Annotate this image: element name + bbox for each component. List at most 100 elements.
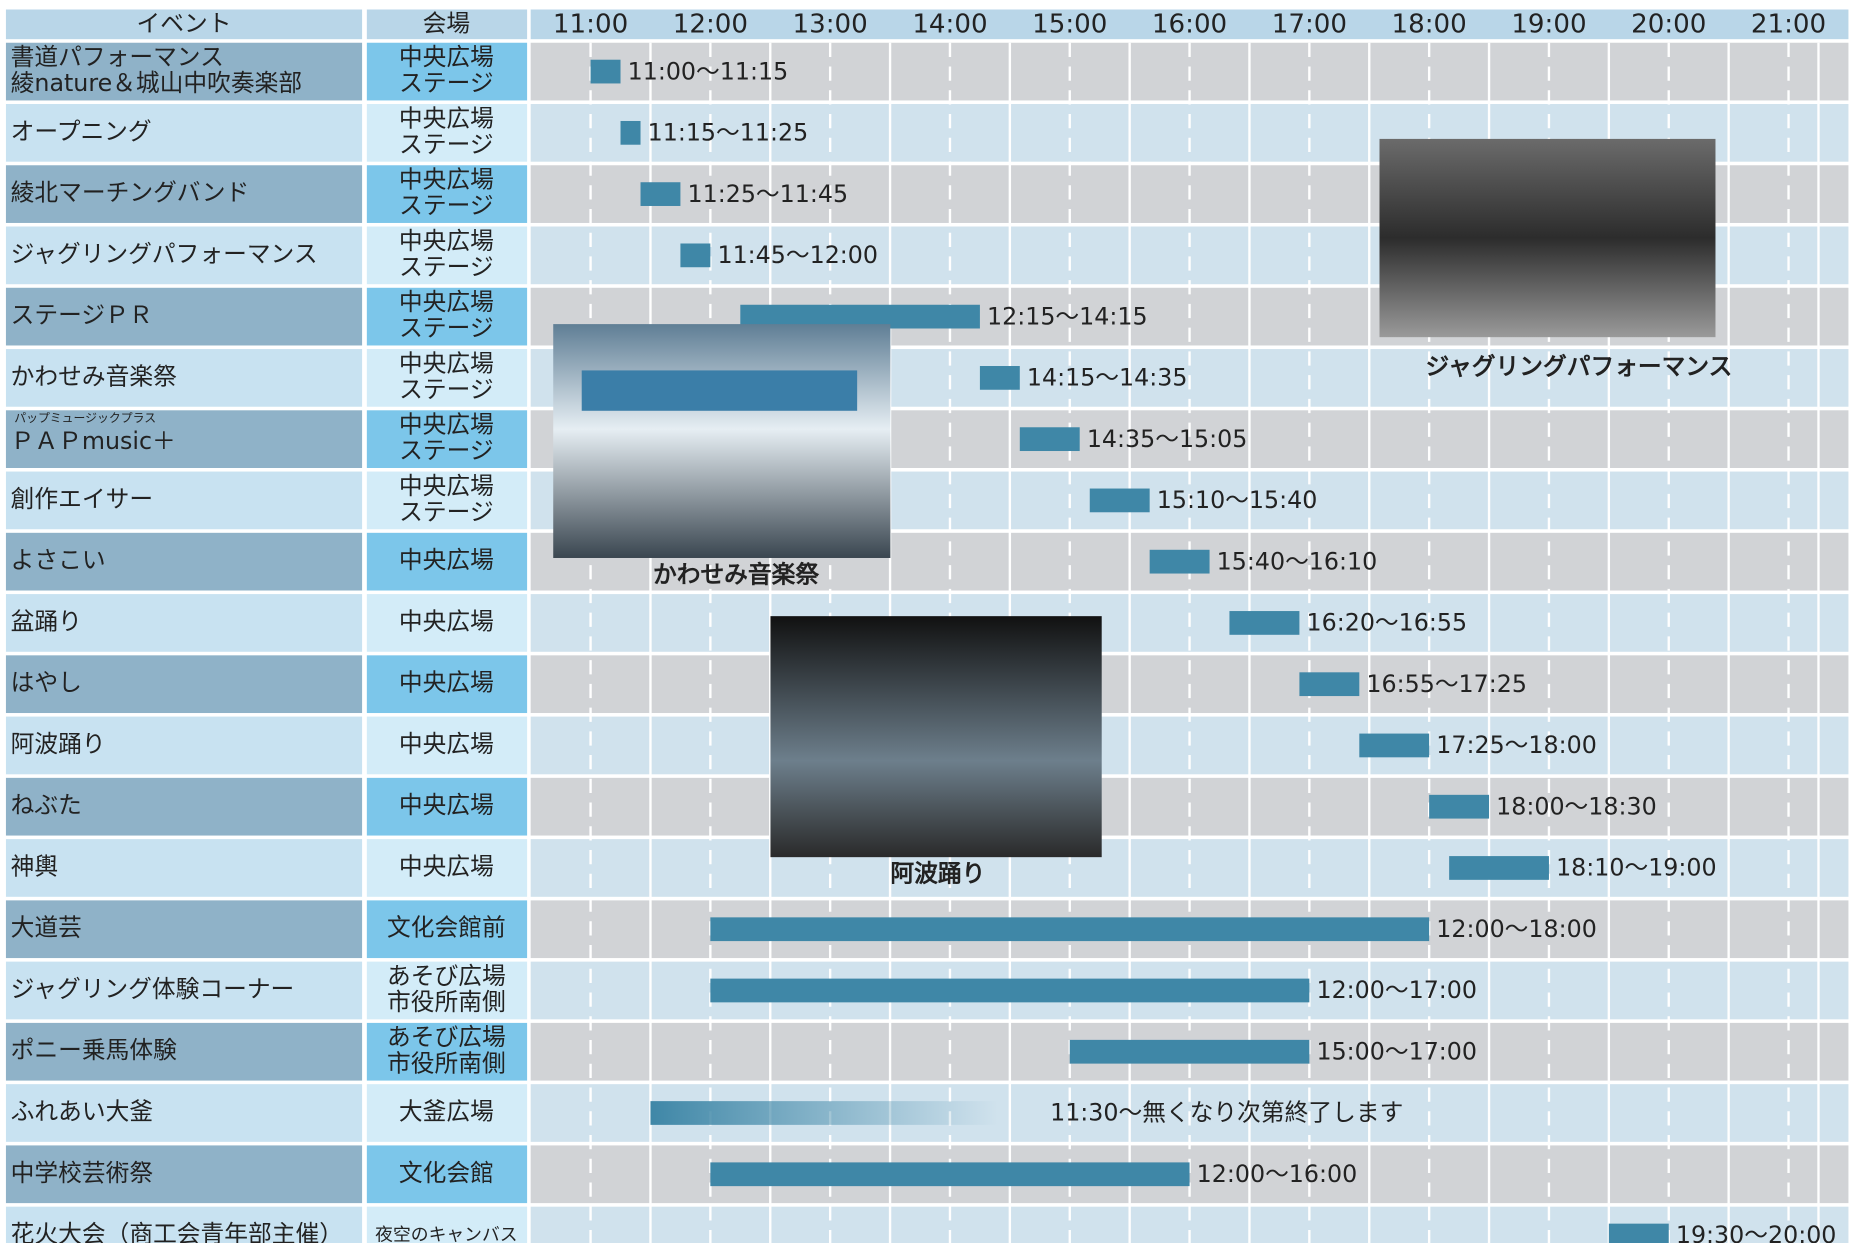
time-label: 11:00～11:15	[628, 57, 789, 85]
venue-cell	[366, 716, 528, 775]
time-label: 12:15～14:15	[987, 302, 1148, 330]
venue-label: ステージ	[399, 130, 493, 158]
event-cell	[5, 655, 363, 714]
venue-cell	[366, 42, 528, 101]
event-cell	[5, 287, 363, 346]
x-tick-label: 17:00	[1272, 9, 1347, 39]
photo	[770, 616, 1102, 858]
time-label: 14:35～15:05	[1087, 425, 1248, 453]
schedule-bar	[680, 243, 711, 268]
venue-label: 中央広場	[399, 546, 494, 574]
venue-label: 中央広場	[399, 607, 494, 635]
schedule-bar	[1608, 1223, 1669, 1243]
x-tick-label: 21:00	[1751, 9, 1826, 39]
photo-caption: かわせみ音楽祭	[653, 560, 819, 588]
header-cell	[5, 9, 363, 40]
schedule-bar	[1429, 794, 1490, 819]
event-cell	[5, 1084, 363, 1142]
event-cell	[5, 900, 363, 959]
event-label: 創作エイサー	[11, 485, 153, 513]
venue-cell	[366, 1206, 528, 1243]
event-label: 綾北マーチングバンド	[11, 179, 250, 207]
venue-cell	[366, 961, 528, 1020]
time-label: 17:25～18:00	[1436, 731, 1597, 759]
venue-label: ステージ	[399, 192, 493, 220]
venue-cell	[366, 410, 528, 468]
schedule-bar	[1299, 672, 1360, 697]
schedule-bar	[650, 1101, 998, 1125]
time-label: 19:30～20:00	[1676, 1221, 1837, 1243]
time-label: 15:00～17:00	[1316, 1037, 1477, 1065]
event-cell	[5, 777, 363, 836]
venue-label: 文化会館前	[387, 914, 506, 942]
venue-cell	[366, 532, 528, 591]
venue-label: 中央広場	[399, 669, 494, 697]
schedule-bar	[1229, 611, 1300, 635]
venue-label: 文化会館	[399, 1159, 494, 1187]
event-label: よさこい	[11, 546, 106, 574]
x-tick-label: 13:00	[793, 9, 868, 39]
header-label: イベント	[137, 9, 232, 37]
event-label: 盆踊り	[11, 607, 82, 635]
venue-cell	[366, 900, 528, 959]
venue-cell	[366, 777, 528, 836]
photos: かわせみ音楽祭 ジャグリングパフォーマンス 阿波踊り	[553, 138, 1733, 887]
time-label: 14:15～14:35	[1027, 364, 1188, 392]
venue-label: 中央広場	[399, 349, 494, 377]
event-cell	[5, 1022, 363, 1081]
venue-label: 中央広場	[399, 227, 494, 255]
venue-label: 中央広場	[399, 288, 494, 316]
time-label: 12:00～18:00	[1436, 915, 1597, 943]
time-label: 12:00～16:00	[1197, 1160, 1358, 1188]
venue-label: ステージ	[399, 437, 493, 465]
x-tick-label: 20:00	[1631, 9, 1706, 39]
schedule-bar	[710, 1162, 1190, 1187]
schedule-bar	[1149, 549, 1210, 574]
time-label: 18:10～19:00	[1556, 854, 1717, 882]
venue-cell	[366, 1022, 528, 1081]
event-cell	[5, 226, 363, 285]
venue-label: 中央広場	[399, 852, 494, 880]
photo	[553, 324, 891, 558]
venue-label: 中央広場	[399, 791, 494, 819]
event-cell	[5, 165, 363, 223]
venue-cell	[366, 839, 528, 897]
schedule-bar	[710, 978, 1310, 1003]
schedule-bar	[640, 182, 681, 206]
venue-label: 中央広場	[399, 730, 494, 758]
venue-cell	[366, 471, 528, 530]
venue-cell	[366, 594, 528, 652]
venue-cell	[366, 226, 528, 285]
venue-label: ステージ	[399, 375, 493, 403]
event-label: 書道パフォーマンス	[11, 43, 224, 71]
venue-label: あそび広場	[387, 962, 506, 990]
event-label: ジャグリング体験コーナー	[11, 975, 295, 1003]
time-label: 11:45～12:00	[717, 241, 878, 269]
event-cell	[5, 103, 363, 162]
venue-cell	[366, 655, 528, 714]
event-cell	[5, 839, 363, 897]
time-label: 12:00～17:00	[1316, 976, 1477, 1004]
x-tick-label: 16:00	[1152, 9, 1227, 39]
photo-banner	[581, 370, 858, 411]
venue-label: ステージ	[399, 498, 493, 526]
time-label: 15:40～16:10	[1217, 547, 1378, 575]
event-cell	[5, 961, 363, 1020]
event-label: はやし	[11, 669, 82, 697]
photo-caption: ジャグリングパフォーマンス	[1426, 353, 1733, 381]
venue-cell	[366, 103, 528, 162]
venue-label: ステージ	[399, 69, 493, 97]
event-label: ステージＰＲ	[11, 301, 153, 329]
event-label: ふれあい大釜	[11, 1098, 153, 1126]
event-cell	[5, 1206, 363, 1243]
venue-label: 夜空のキャンバス	[375, 1225, 517, 1243]
venue-cell	[366, 1084, 528, 1142]
event-label: 花火大会（商工会青年部主催）	[11, 1220, 343, 1243]
header-cell	[366, 9, 528, 40]
event-cell	[5, 410, 363, 468]
schedule-bar	[590, 59, 621, 84]
venue-cell	[366, 349, 528, 407]
venue-label: ステージ	[399, 253, 493, 281]
